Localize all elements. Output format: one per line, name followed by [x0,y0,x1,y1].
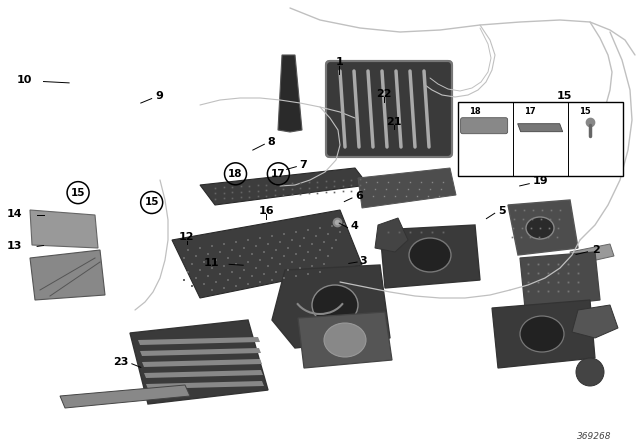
Circle shape [576,358,604,386]
Polygon shape [518,124,563,132]
Text: 16: 16 [259,206,274,215]
FancyBboxPatch shape [461,118,508,134]
Text: 13: 13 [6,241,22,250]
Polygon shape [30,210,98,248]
Text: 11: 11 [204,258,219,268]
FancyBboxPatch shape [326,61,452,157]
Text: 12: 12 [179,233,195,242]
Polygon shape [508,200,578,255]
Polygon shape [570,244,614,265]
Text: 15: 15 [145,198,159,207]
Text: 17: 17 [524,107,535,116]
Polygon shape [375,218,408,252]
Polygon shape [380,225,480,288]
Polygon shape [140,348,261,356]
Text: 4: 4 [351,221,358,231]
Ellipse shape [324,323,366,357]
Text: 1: 1 [335,57,343,67]
Polygon shape [298,312,392,368]
Polygon shape [60,385,190,408]
Polygon shape [142,359,262,367]
Polygon shape [172,210,362,298]
Polygon shape [146,381,264,389]
Ellipse shape [312,285,358,325]
Text: 369268: 369268 [577,432,611,441]
Text: 5: 5 [498,207,506,216]
Polygon shape [200,168,368,205]
Text: 18: 18 [468,107,480,116]
Text: 18: 18 [228,169,243,179]
Polygon shape [358,168,456,208]
Polygon shape [144,370,263,378]
Text: 17: 17 [271,169,285,179]
Text: 15: 15 [557,91,572,101]
Text: 14: 14 [6,209,22,219]
Polygon shape [572,305,618,338]
Text: 3: 3 [360,256,367,266]
Text: 21: 21 [387,117,402,127]
Text: 2: 2 [592,245,600,255]
Text: 19: 19 [532,177,548,186]
Polygon shape [278,55,302,132]
Polygon shape [130,320,268,404]
Bar [458,102,623,176]
Text: 9: 9 [155,91,163,101]
Text: 15: 15 [579,107,591,116]
Ellipse shape [409,238,451,272]
Ellipse shape [520,316,564,352]
Text: 6: 6 [355,191,363,201]
Text: 8: 8 [268,138,275,147]
Text: 22: 22 [376,89,392,99]
Text: 20: 20 [495,150,510,159]
Polygon shape [272,265,390,348]
Text: 10: 10 [17,75,32,85]
Text: 15: 15 [71,188,85,198]
Polygon shape [30,250,105,300]
Text: 23: 23 [113,357,128,367]
Polygon shape [492,300,595,368]
Text: 7: 7 [300,160,307,170]
Polygon shape [520,252,600,308]
Polygon shape [138,337,260,345]
Ellipse shape [526,217,554,239]
